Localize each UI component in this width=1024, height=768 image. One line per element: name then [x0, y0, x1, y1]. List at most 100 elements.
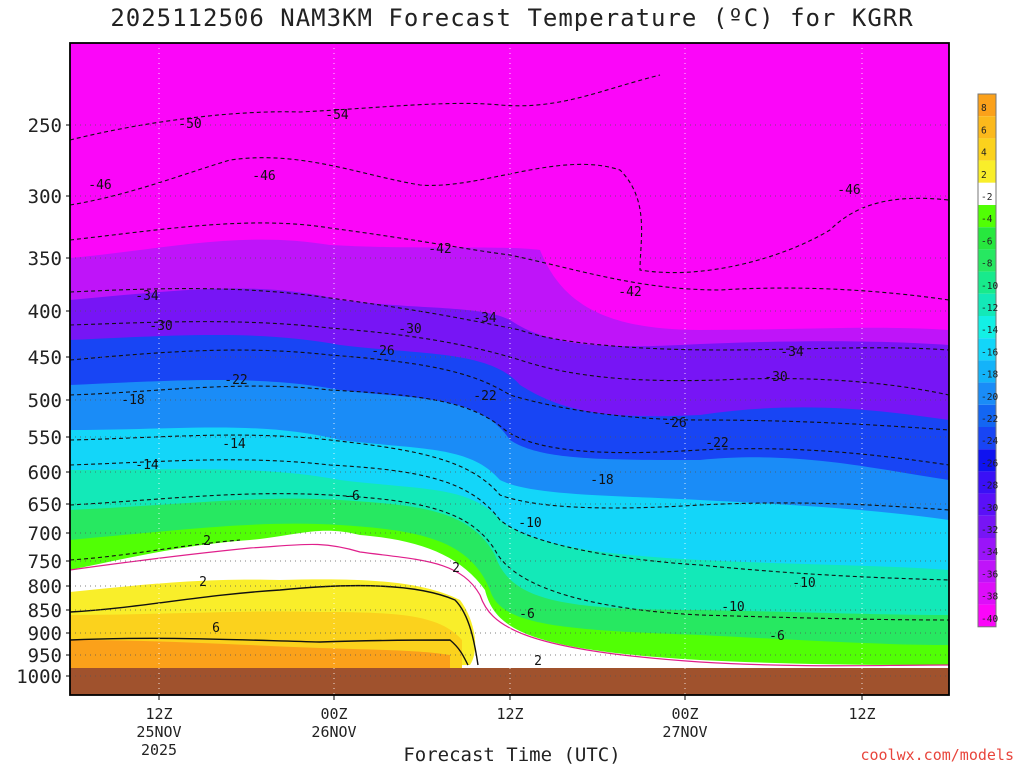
contour-label: 6 — [212, 621, 220, 636]
colorbar-label: -30 — [981, 503, 998, 514]
contour-label: 2 — [203, 534, 211, 549]
contour-label: -26 — [371, 344, 394, 359]
isotherm-dashed — [69, 321, 950, 396]
colorbar-swatch — [978, 316, 996, 339]
x-axis-label: Forecast Time (UTC) — [403, 744, 621, 766]
contour-label: -34 — [473, 311, 497, 326]
isotherm-2 — [69, 584, 479, 666]
contour-label: -26 — [663, 416, 686, 431]
colorbar-swatch — [978, 471, 996, 494]
ground — [70, 668, 949, 695]
isotherm-dashed — [69, 74, 661, 141]
contour-label: -46 — [252, 169, 275, 184]
colorbar-swatch — [978, 293, 996, 316]
contour-label: -50 — [178, 117, 201, 132]
colorbar-swatch — [978, 338, 996, 361]
colorbar-swatch — [978, 116, 996, 139]
colorbar-label: -36 — [981, 569, 998, 580]
y-tick-label: 650 — [28, 494, 62, 516]
colorbar-swatch — [978, 582, 996, 605]
contour-label: -14 — [135, 458, 159, 473]
x-tick-label: 12Z — [496, 705, 523, 723]
contour-label: 2 — [534, 654, 542, 669]
colorbar-label: -40 — [981, 614, 998, 625]
x-tick-date: 26NOV — [311, 723, 356, 741]
colorbar-swatch — [978, 160, 996, 183]
y-tick-label: 350 — [28, 248, 62, 270]
isotherm-dashed — [69, 157, 950, 274]
colorbar-label: -22 — [981, 414, 998, 425]
source-credit[interactable]: coolwx.com/models — [860, 746, 1014, 764]
contour-label: -18 — [121, 393, 144, 408]
y-tick-label: 500 — [28, 390, 62, 412]
contour-label: -54 — [325, 108, 349, 123]
colorbar-label: -14 — [981, 325, 998, 336]
contour-label: -46 — [837, 183, 860, 198]
contour-label: -6 — [344, 489, 360, 504]
colorbar-swatch — [978, 538, 996, 561]
colorbar-label: -12 — [981, 303, 998, 314]
isotherm-dashed — [69, 539, 241, 561]
colorbar-label: 8 — [981, 103, 987, 114]
isotherm-6 — [69, 637, 469, 666]
y-tick-label: 700 — [28, 523, 62, 545]
isotherm-dashed — [69, 459, 950, 581]
colorbar-label: -6 — [981, 236, 993, 247]
colorbar-swatch — [978, 515, 996, 538]
colorbar-swatch — [978, 604, 996, 627]
y-tick-label: 450 — [28, 347, 62, 369]
y-tick-label: 850 — [28, 600, 62, 622]
colorbar-swatch — [978, 382, 996, 405]
contour-label: -30 — [149, 319, 172, 334]
isotherm-dashed — [69, 222, 950, 301]
colorbar-swatch — [978, 249, 996, 272]
y-tick-label: 800 — [28, 576, 62, 598]
y-tick-label: 750 — [28, 551, 62, 573]
isotherm-dashed — [69, 288, 950, 351]
y-tick-label: 550 — [28, 427, 62, 449]
colorbar-label: -38 — [981, 592, 998, 603]
colorbar-label: -18 — [981, 370, 998, 381]
x-tick-label: 12Z — [848, 705, 875, 723]
contour-label: -30 — [398, 322, 421, 337]
colorbar-swatch — [978, 182, 996, 205]
x-tick-label: 00Z — [671, 705, 698, 723]
colorbar-label: 4 — [981, 148, 987, 159]
colorbar-swatch — [978, 449, 996, 472]
colorbar-swatch — [978, 560, 996, 583]
contour-label: -10 — [518, 516, 541, 531]
contour-label: 2 — [452, 561, 460, 576]
colorbar-label: 2 — [981, 170, 987, 181]
contour-label: -46 — [88, 178, 111, 193]
contour-label: -42 — [618, 285, 641, 300]
colorbar-swatch — [978, 360, 996, 383]
colorbar-label: -32 — [981, 525, 998, 536]
y-tick-label: 900 — [28, 623, 62, 645]
contour-label: -22 — [705, 436, 728, 451]
colorbar-label: -34 — [981, 547, 998, 558]
contour-label: -6 — [519, 607, 535, 622]
isotherm-dashed — [69, 434, 950, 511]
colorbar-label: -24 — [981, 436, 998, 447]
colorbar-swatch — [978, 493, 996, 516]
colorbar-swatch — [978, 94, 996, 117]
isotherm-dashed — [69, 349, 950, 431]
contour-label: -34 — [780, 345, 804, 360]
chart-title: 2025112506 NAM3KM Forecast Temperature (… — [110, 4, 914, 32]
contour-label: -10 — [721, 600, 744, 615]
colorbar-label: -2 — [981, 192, 992, 203]
isotherm-dashed — [69, 385, 950, 466]
contour-label: -6 — [769, 629, 785, 644]
colorbar-label: -4 — [981, 214, 993, 225]
x-tick-label: 12Z — [145, 705, 172, 723]
y-tick-label: 1000 — [16, 666, 62, 688]
y-tick-label: 250 — [28, 115, 62, 137]
colorbar-label: -26 — [981, 458, 998, 469]
colorbar-swatch — [978, 427, 996, 450]
x-tick-label: 00Z — [320, 705, 347, 723]
contour-label: -10 — [792, 576, 815, 591]
contour-label: -30 — [764, 370, 787, 385]
colorbar-swatch — [978, 227, 996, 250]
contour-label: 2 — [199, 575, 207, 590]
x-tick-year: 2025 — [141, 741, 177, 759]
